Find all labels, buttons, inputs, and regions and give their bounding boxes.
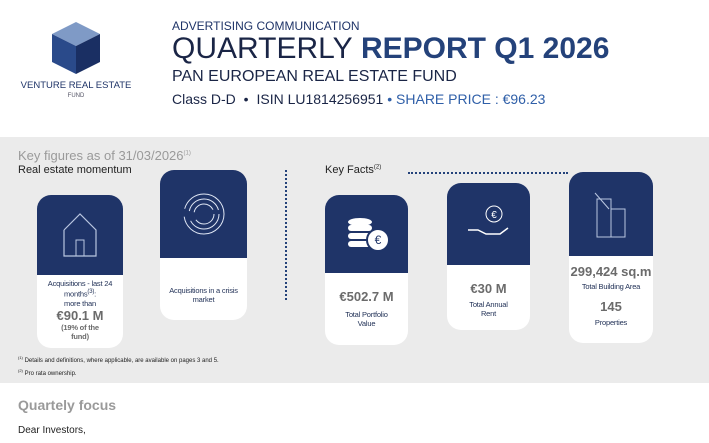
card-value: €502.7 M <box>339 289 394 304</box>
card-label: Total Building Area <box>581 282 641 291</box>
divider <box>285 170 287 300</box>
title-light: QUARTERLY <box>172 32 353 65</box>
footnote-mark: (1) <box>18 355 23 360</box>
focus-title: Quartely focus <box>18 397 117 413</box>
icon-hand-coin: € <box>467 205 508 235</box>
punct: : <box>94 289 97 299</box>
card: € €502.7 M Total Portfolio Value <box>325 195 408 345</box>
icon-coins: € <box>347 218 390 252</box>
card-value: €90.1 M <box>56 307 104 323</box>
card-value: 145 <box>600 299 622 314</box>
title: QUARTERLY REPORT Q1 2026 <box>172 32 609 66</box>
footnote-text: Pro rata ownership. <box>24 371 77 377</box>
isin: ISIN LU1814256951 <box>256 91 384 107</box>
class-line: Class D-D • ISIN LU1814256951 • SHARE PR… <box>172 91 545 107</box>
card: Acquisitions in a crisis market <box>160 170 247 320</box>
text: Key Facts <box>325 164 374 176</box>
right-heading: Key Facts(2) <box>325 164 381 176</box>
separator: • <box>387 91 393 107</box>
card: € €30 M Total Annual Rent <box>447 183 530 330</box>
subtitle: PAN EUROPEAN REAL ESTATE FUND <box>172 68 457 85</box>
logo-sub: FUND <box>67 93 85 99</box>
divider <box>408 172 568 174</box>
card: Acquisitions - last 24 months(3): more t… <box>37 195 123 348</box>
text: Key figures as of 31/03/2026 <box>18 148 184 163</box>
note: (1) <box>183 150 191 157</box>
kicker: ADVERTISING COMMUNICATION <box>172 19 360 33</box>
footnote: (2) Pro rata ownership. <box>18 366 219 379</box>
card-label: Properties <box>594 318 628 327</box>
svg-text:€: € <box>491 210 497 221</box>
key-figures-title: Key figures as of 31/03/2026(1) <box>18 148 191 163</box>
share-price: SHARE PRICE : €96.23 <box>396 91 546 107</box>
card-value: 299,424 sq.m <box>570 264 652 279</box>
card: 299,424 sq.m Total Building Area 145 Pro… <box>569 172 653 343</box>
icon-buildings <box>594 192 626 238</box>
card-label: Total Portfolio Value <box>345 310 388 328</box>
left-heading: Real estate momentum <box>18 164 132 176</box>
title-bold: REPORT Q1 2026 <box>360 32 610 65</box>
note: (2) <box>373 164 382 171</box>
note: (3) <box>87 289 95 295</box>
card-prefix: more than <box>64 298 96 308</box>
share-class: Class D-D <box>172 91 236 107</box>
logo-name: VENTURE REAL ESTATE <box>20 80 132 91</box>
icon-circles <box>183 193 224 235</box>
card-label: Acquisitions in a crisis market <box>169 286 238 304</box>
icon-house <box>63 213 97 257</box>
card-label: Acquisitions - last 24 months <box>47 279 113 299</box>
svg-text:€: € <box>374 233 381 247</box>
card-label: Total Annual Rent <box>469 300 508 318</box>
greeting: Dear Investors, <box>18 425 86 436</box>
card-value: €30 M <box>470 281 507 296</box>
card-note: (19% of the fund) <box>61 322 99 341</box>
footnote: (1) Details and definitions, where appli… <box>18 353 219 366</box>
footnote-mark: (2) <box>18 368 23 373</box>
footnotes: (1) Details and definitions, where appli… <box>18 353 219 379</box>
separator: • <box>243 91 249 107</box>
logo-mark <box>52 22 100 74</box>
footnote-text: Details and definitions, where applicabl… <box>24 358 219 364</box>
